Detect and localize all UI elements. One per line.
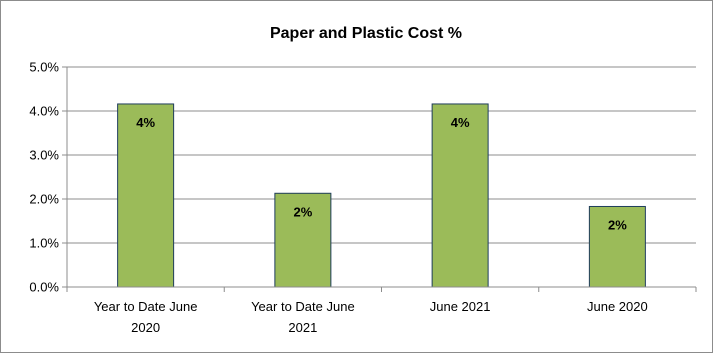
x-category-label: Year to Date June (94, 299, 198, 314)
x-category-label: June 2021 (430, 299, 491, 314)
y-tick-label: 4.0% (29, 104, 59, 119)
y-tick-label: 1.0% (29, 236, 59, 251)
x-axis-categories: Year to Date June 2020 Year to Date June 20… (66, 287, 697, 335)
bar (431, 103, 489, 288)
y-tick-label: 3.0% (29, 148, 59, 163)
data-label: 2% (608, 217, 627, 232)
y-tick-label: 2.0% (29, 192, 59, 207)
bar (117, 103, 175, 288)
y-axis-ticks: 0.0% 1.0% 2.0% 3.0% 4.0% 5.0% (29, 60, 59, 295)
x-category-label: 2020 (131, 320, 160, 335)
data-label: 4% (136, 115, 155, 130)
bar (588, 205, 646, 288)
bars (117, 103, 646, 288)
data-label: 4% (451, 115, 470, 130)
y-tick-label: 0.0% (29, 280, 59, 295)
x-category-label: 2021 (288, 320, 317, 335)
data-labels: 4% 2% 4% 2% (136, 115, 627, 233)
data-label: 2% (293, 204, 312, 219)
x-category-label: June 2020 (587, 299, 648, 314)
chart-title: Paper and Plastic Cost % (270, 25, 462, 42)
x-category-label: Year to Date June (251, 299, 355, 314)
y-tick-label: 5.0% (29, 60, 59, 75)
bar (274, 192, 332, 288)
